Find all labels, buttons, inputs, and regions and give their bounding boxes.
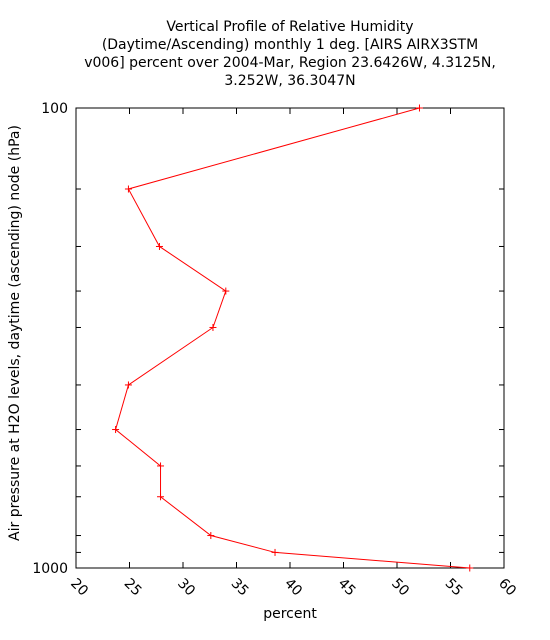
y-tick-label: 1000 [32, 561, 68, 577]
data-point [124, 185, 132, 193]
x-tick-label: 35 [228, 576, 252, 600]
x-tick-label: 60 [495, 576, 519, 600]
data-point [155, 242, 163, 250]
chart-title-line-2: (Daytime/Ascending) monthly 1 deg. [AIRS… [101, 37, 479, 53]
x-axis-label: percent [263, 606, 317, 622]
x-tick-label: 45 [335, 576, 359, 600]
data-point [415, 104, 423, 112]
y-tick-label: 100 [41, 101, 68, 117]
x-tick-label: 55 [442, 576, 466, 600]
x-tick-label: 50 [388, 576, 412, 600]
axis-ticks: 20 25 30 35 40 45 50 55 60 100 1000 [32, 101, 519, 599]
data-point [112, 426, 120, 434]
x-tick-label: 40 [281, 576, 305, 600]
x-tick-label: 30 [174, 576, 198, 600]
chart-title-line-1: Vertical Profile of Relative Humidity [166, 19, 414, 35]
chart-title: Vertical Profile of Relative Humidity (D… [60, 18, 520, 90]
x-tick-label: 25 [121, 576, 145, 600]
data-point [222, 287, 230, 295]
data-point [207, 532, 215, 540]
chart-title-line-3: v006] percent over 2004-Mar, Region 23.6… [84, 55, 496, 71]
chart-title-line-4: 3.252W, 36.3047N [224, 73, 356, 89]
data-point [209, 323, 217, 331]
data-point [157, 462, 165, 470]
data-point [157, 493, 165, 501]
x-tick-label: 20 [67, 576, 91, 600]
data-point [124, 381, 132, 389]
data-series [112, 104, 474, 572]
data-point [271, 548, 279, 556]
data-point [466, 564, 474, 572]
plot-frame [75, 107, 505, 569]
series-line [115, 107, 470, 569]
